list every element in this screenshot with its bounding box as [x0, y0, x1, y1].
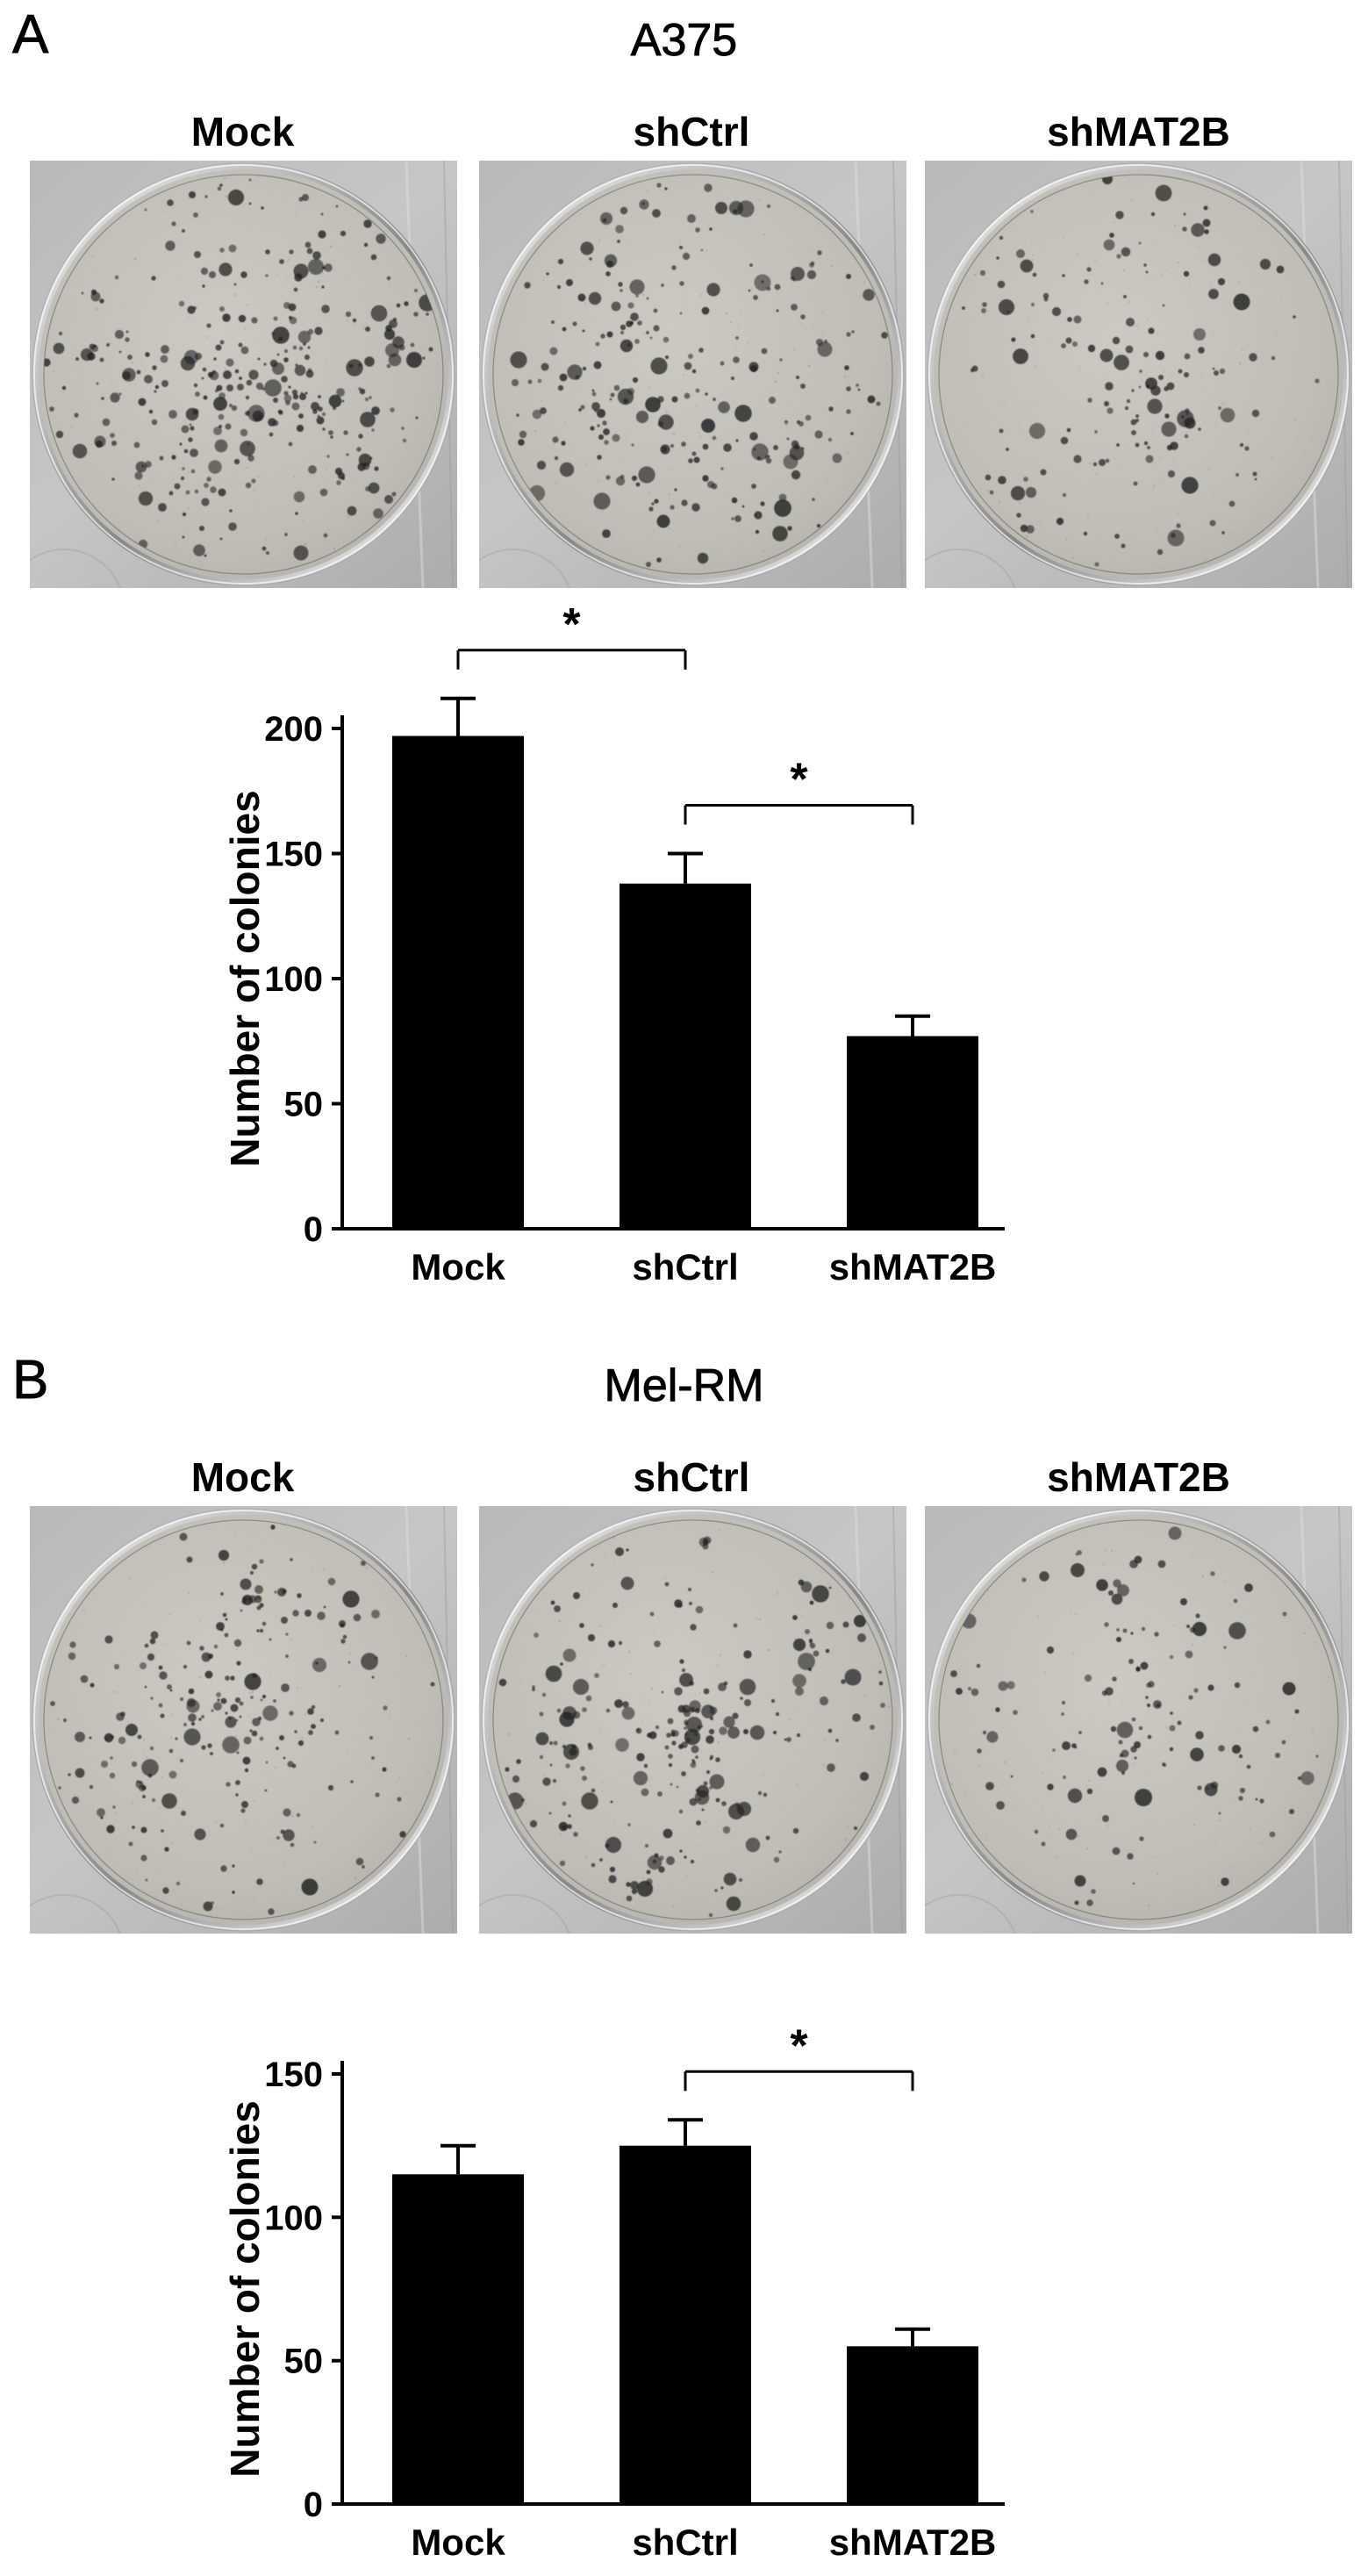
- svg-text:Mock: Mock: [411, 2522, 505, 2563]
- svg-text:*: *: [562, 599, 581, 650]
- svg-text:150: 150: [264, 836, 323, 874]
- svg-text:shMAT2B: shMAT2B: [829, 2522, 997, 2563]
- svg-text:0: 0: [304, 1210, 323, 1249]
- svg-text:shMAT2B: shMAT2B: [829, 1246, 997, 1288]
- svg-text:0: 0: [304, 2486, 323, 2524]
- svg-text:shCtrl: shCtrl: [632, 1246, 738, 1288]
- svg-text:100: 100: [264, 960, 323, 999]
- svg-text:Number of colonies: Number of colonies: [222, 790, 268, 1166]
- svg-text:50: 50: [284, 2343, 324, 2381]
- svg-text:shCtrl: shCtrl: [632, 2522, 738, 2563]
- svg-text:200: 200: [264, 710, 323, 749]
- svg-text:Number of colonies: Number of colonies: [222, 2100, 268, 2477]
- svg-text:*: *: [790, 2020, 808, 2071]
- svg-text:Mock: Mock: [411, 1246, 505, 1288]
- svg-text:100: 100: [264, 2199, 323, 2237]
- svg-text:150: 150: [264, 2056, 323, 2094]
- svg-text:50: 50: [284, 1086, 324, 1124]
- svg-text:*: *: [790, 755, 808, 806]
